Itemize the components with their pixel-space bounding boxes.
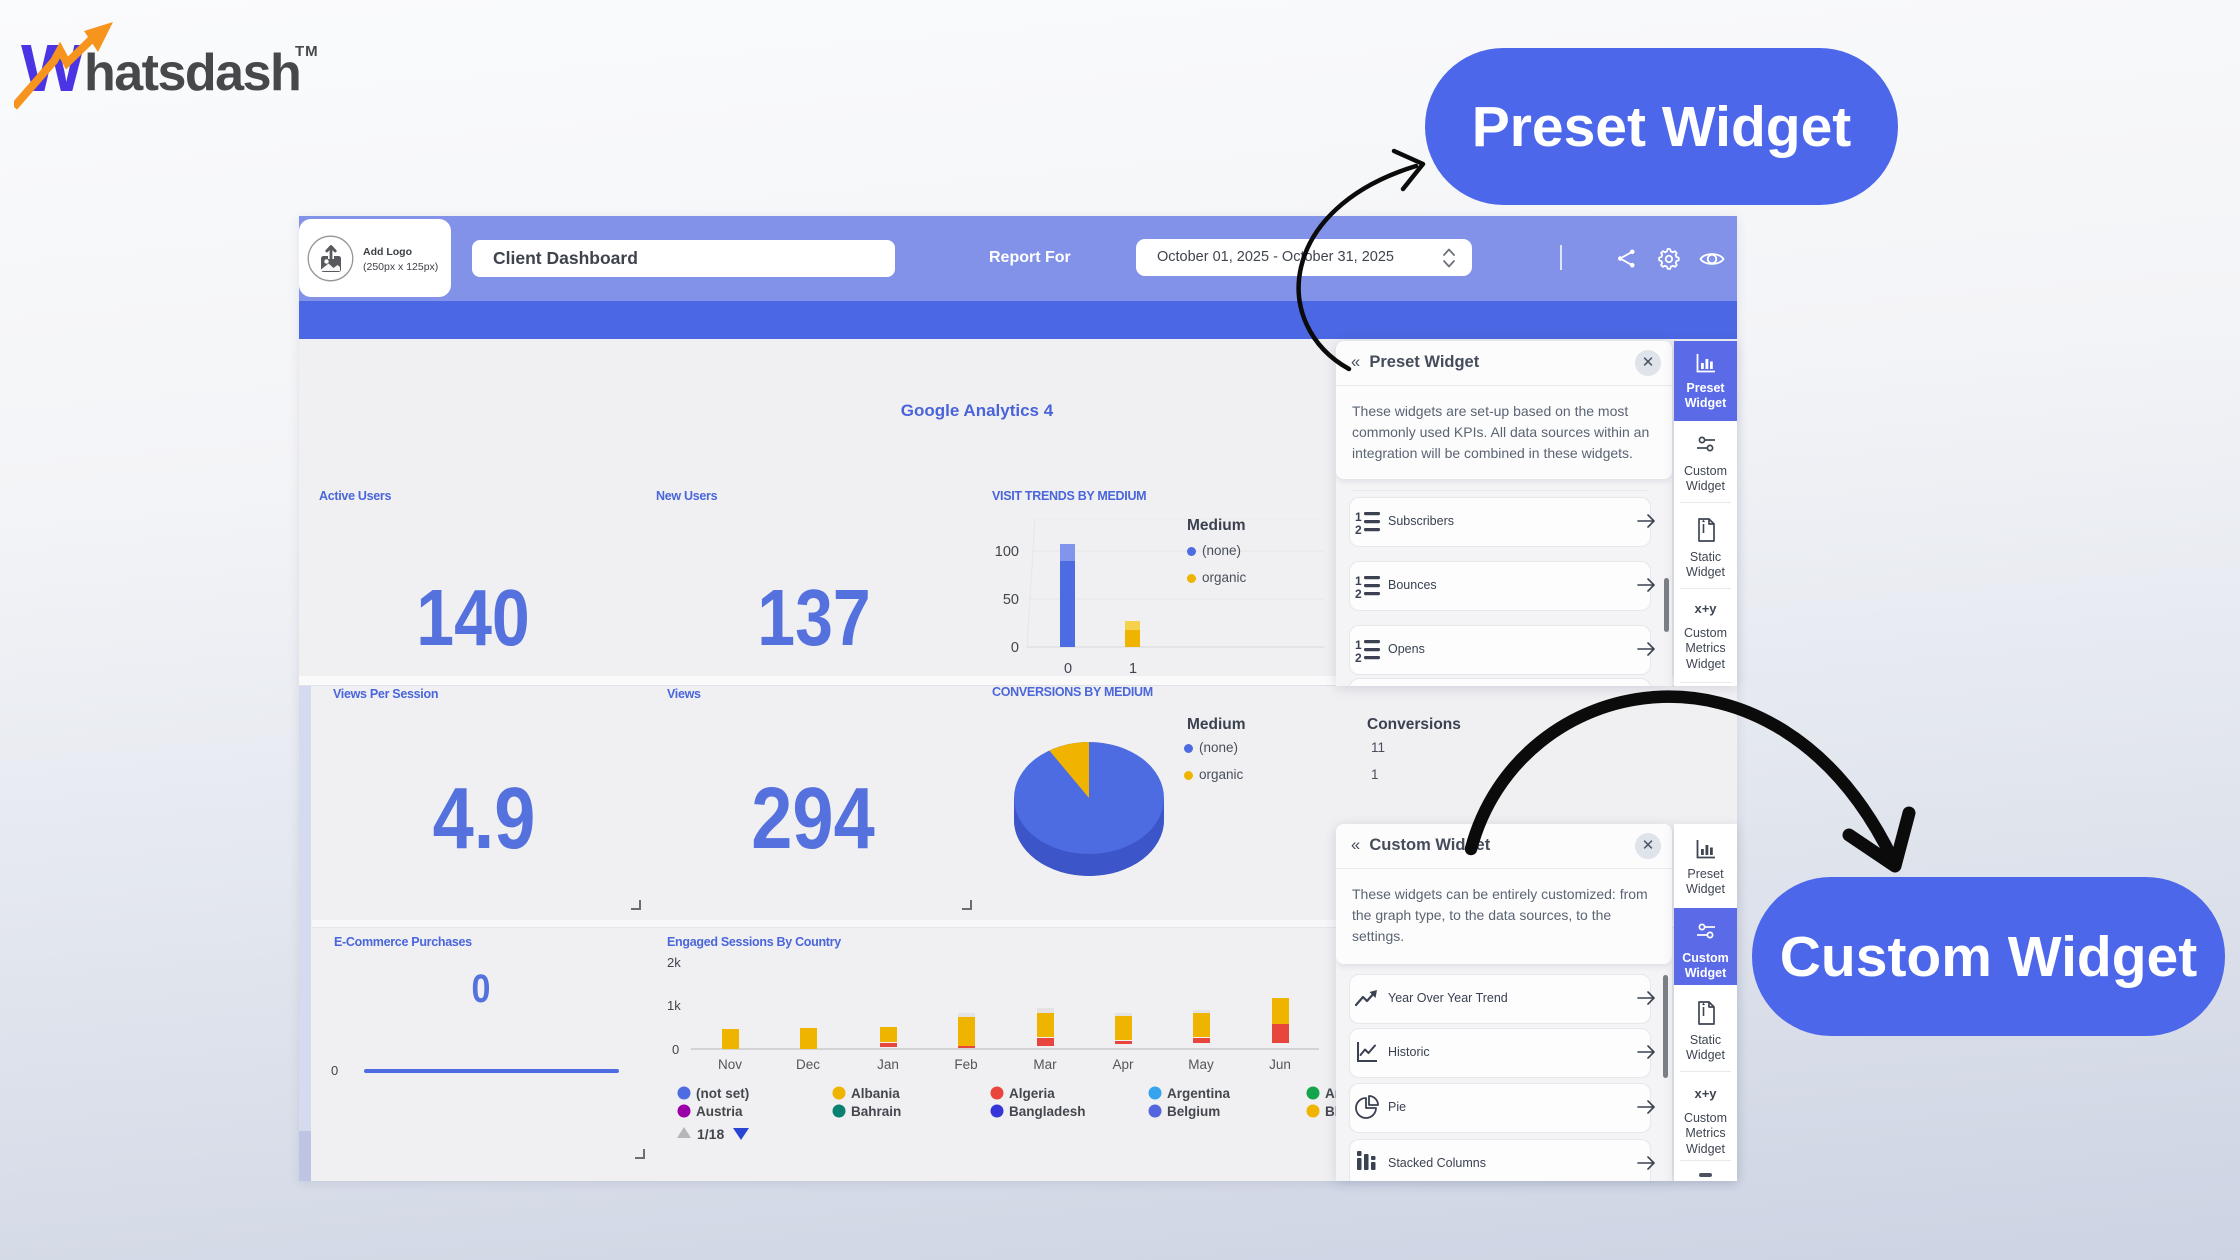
svg-text:Bl: Bl <box>1325 1104 1339 1119</box>
svg-text:Mar: Mar <box>1033 1057 1057 1072</box>
svg-text:Belgium: Belgium <box>1167 1104 1220 1119</box>
svg-text:Algeria: Algeria <box>1009 1086 1055 1101</box>
svg-text:1: 1 <box>1355 638 1362 652</box>
svg-text:Austria: Austria <box>696 1104 743 1119</box>
svg-text:1: 1 <box>1355 510 1362 524</box>
svg-text:2: 2 <box>1355 523 1362 536</box>
svg-text:Apr: Apr <box>1112 1057 1134 1072</box>
svg-text:Jun: Jun <box>1269 1057 1291 1072</box>
svg-text:2k: 2k <box>667 955 681 970</box>
svg-text:Bangladesh: Bangladesh <box>1009 1104 1086 1119</box>
svg-text:Albania: Albania <box>851 1086 900 1101</box>
svg-text:Dec: Dec <box>796 1057 820 1072</box>
svg-text:W: W <box>21 31 85 106</box>
svg-text:100: 100 <box>995 544 1019 560</box>
svg-text:2: 2 <box>1355 651 1362 664</box>
svg-text:(not set): (not set) <box>696 1086 749 1101</box>
svg-text:1/18: 1/18 <box>697 1126 724 1142</box>
svg-text:1k: 1k <box>667 998 681 1013</box>
svg-text:0: 0 <box>672 1042 679 1057</box>
svg-text:Bahrain: Bahrain <box>851 1104 901 1119</box>
svg-text:Feb: Feb <box>954 1057 977 1072</box>
svg-text:Argentina: Argentina <box>1167 1086 1230 1101</box>
svg-text:0: 0 <box>1064 661 1072 677</box>
svg-text:50: 50 <box>1003 592 1019 608</box>
svg-text:TM: TM <box>295 43 319 60</box>
svg-text:hatsdash: hatsdash <box>84 44 300 102</box>
svg-text:1: 1 <box>1355 574 1362 588</box>
svg-text:2: 2 <box>1355 587 1362 600</box>
svg-text:May: May <box>1188 1057 1214 1072</box>
svg-text:Jan: Jan <box>877 1057 899 1072</box>
svg-text:Nov: Nov <box>718 1057 742 1072</box>
svg-text:0: 0 <box>1011 640 1019 656</box>
svg-text:1: 1 <box>1129 661 1137 677</box>
